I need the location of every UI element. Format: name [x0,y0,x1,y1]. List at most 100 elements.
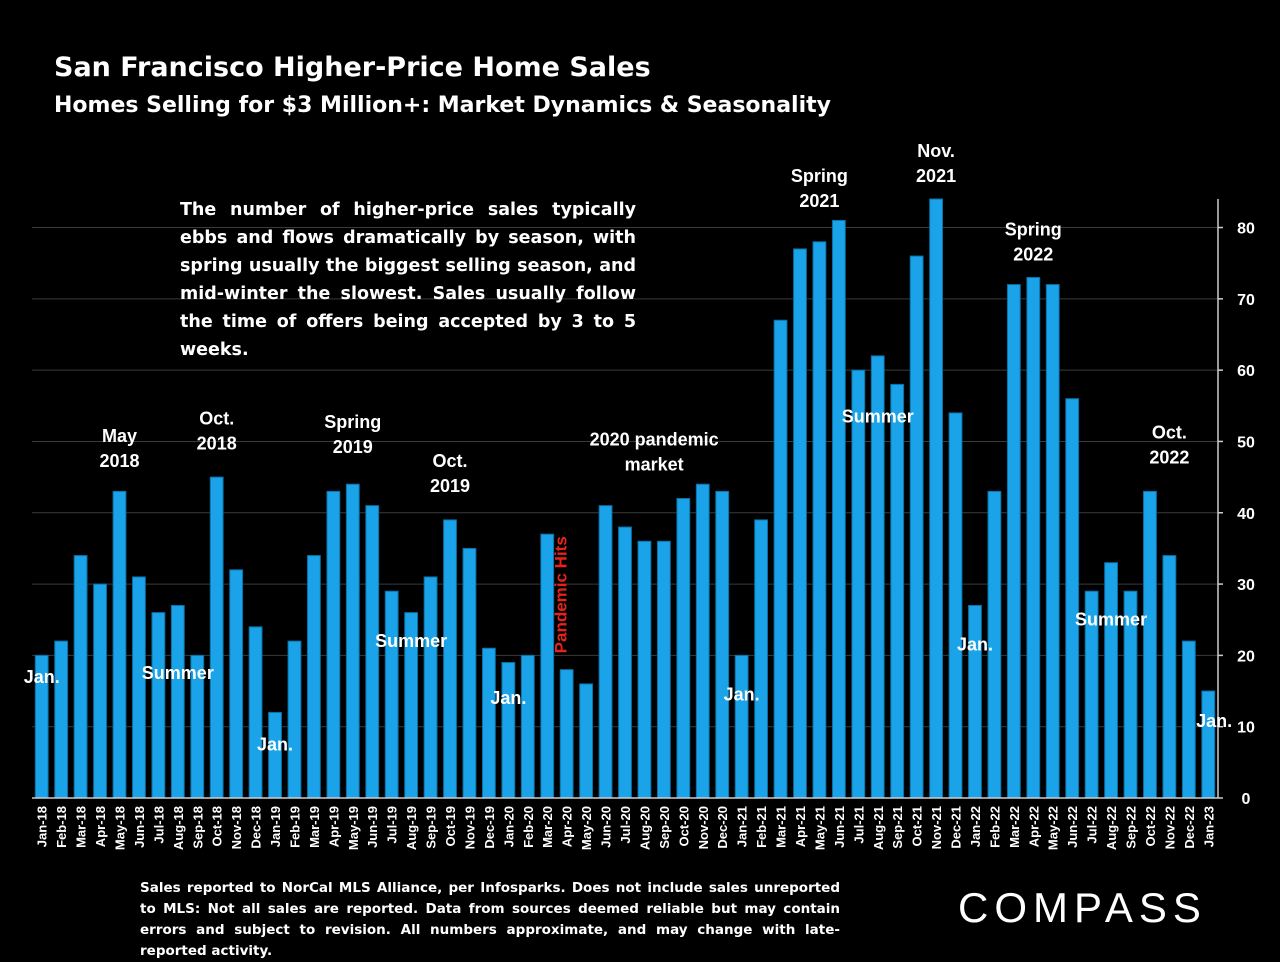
annotation-label: 2022 [1013,244,1053,264]
x-tick-label: Oct-21 [910,806,925,846]
annotation-label: 2020 pandemic [590,430,719,450]
callout-text: The number of higher-price sales typical… [180,200,636,360]
x-tick-label: Apr-22 [1026,806,1041,847]
y-tick-label: 10 [1237,720,1255,737]
chart-subtitle: Homes Selling for $3 Million+: Market Dy… [54,93,831,118]
annotation-label: Jan. [24,667,60,687]
y-tick-label: 60 [1237,363,1255,380]
x-tick-label: May-21 [812,806,827,850]
x-tick-label: Jul-19 [385,806,400,844]
annotation-label: Spring [1005,219,1062,239]
bar [948,412,963,799]
bar [1201,690,1216,799]
x-tick-label: Mar-20 [540,806,555,848]
x-tick-label: Apr-20 [560,806,575,847]
annotation-label: Jan. [724,685,760,705]
annotation-label: Summer [842,406,914,426]
bar [579,683,594,799]
bar [481,647,496,799]
bar [1045,284,1060,799]
x-tick-label: Jan-18 [35,806,50,847]
x-tick-label: Mar-18 [74,806,89,848]
y-tick-label: 80 [1237,221,1255,238]
bar [1181,640,1196,799]
bar [812,241,827,799]
annotation-label: 2022 [1149,448,1189,468]
y-tick-label: 20 [1237,648,1255,665]
annotation-label: Jan. [957,635,993,655]
bar [1104,562,1118,799]
x-tick-label: Aug-22 [1104,806,1119,850]
bar [559,669,574,799]
y-tick-label: 0 [1242,791,1251,808]
x-tick-label: Jun-20 [599,806,614,848]
annotation-label: 2021 [916,166,956,186]
annotation-label: Summer [375,631,447,651]
x-tick-label: Aug-18 [171,806,186,850]
x-tick-label: Jan-22 [968,806,983,847]
bar [326,490,341,799]
bar [773,319,788,799]
annotation-label: Spring [324,412,381,432]
x-tick-label: Mar-21 [774,806,789,848]
x-tick-label: Jul-18 [151,806,166,844]
bar [365,505,380,799]
x-tick-label: Jul-22 [1085,806,1100,844]
bar [637,540,652,799]
x-tick-label: May-18 [112,806,127,850]
y-tick-label: 40 [1237,506,1255,523]
annotation-label: 2021 [799,191,839,211]
bar [229,569,244,799]
bar [73,555,88,799]
bar [307,555,321,799]
x-tick-label: Dec-20 [715,806,730,849]
x-tick-label: Aug-19 [404,806,419,850]
bar [209,476,224,799]
bar [443,519,457,799]
annotation-label: Nov. [917,141,955,161]
x-tick-label: Dec-21 [949,806,964,849]
annotation-label: May [102,426,137,446]
annotation-label: Oct. [433,451,468,471]
x-tick-label: Mar-19 [307,806,322,848]
bar [287,640,302,799]
x-tick-label: Jun-22 [1065,806,1080,848]
x-tick-label: Nov-18 [229,806,244,849]
annotation-label: Oct. [1152,423,1187,443]
x-tick-label: Jan-23 [1201,806,1216,847]
x-tick-label: Jan-20 [501,806,516,847]
x-tick-label: Jun-19 [365,806,380,848]
bar [151,612,166,799]
x-tick-label: May-22 [1046,806,1061,850]
y-tick-label: 30 [1237,577,1255,594]
x-tick-label: Jul-20 [618,806,633,844]
chart-title: San Francisco Higher-Price Home Sales [54,52,651,83]
x-tick-label: Aug-20 [637,806,652,850]
x-tick-label: Apr-21 [793,806,808,847]
bar [1143,490,1157,799]
bar [734,654,749,799]
bar [132,576,146,799]
x-tick-label: Oct-18 [210,806,225,846]
bar [501,662,516,799]
bar [909,255,924,799]
x-tick-label: Aug-21 [871,806,886,850]
bar [268,711,282,799]
bar [520,654,535,799]
annotation-label: Spring [791,166,848,186]
bar [248,626,263,799]
x-tick-label: Nov-19 [462,806,477,849]
x-tick-label: Dec-19 [482,806,497,849]
annotation-label: market [625,455,684,475]
logo-text: COMPASS [958,884,1207,931]
bar [112,490,127,799]
x-tick-label: Feb-18 [54,806,69,848]
bar [1026,276,1041,799]
annotation-label: 2018 [197,433,237,453]
bar [618,526,632,799]
x-tick-label: Jan-21 [735,806,750,847]
annotation-label: 2018 [99,451,139,471]
compass-logo: COMPASS [958,884,1207,931]
y-tick-label: 50 [1237,434,1255,451]
annotation-label: Jan. [490,688,526,708]
